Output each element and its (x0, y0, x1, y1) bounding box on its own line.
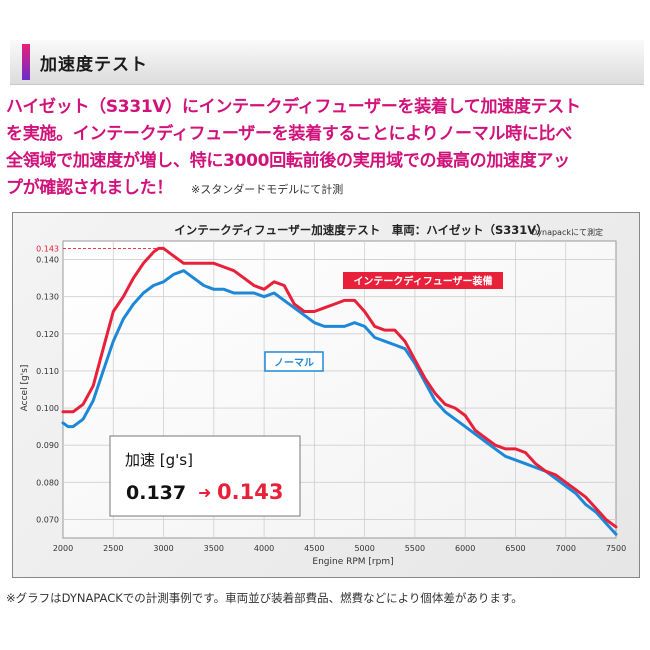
section-title: 加速度テスト (40, 55, 148, 75)
x-axis-label: Engine RPM [rpm] (312, 557, 393, 567)
lead-line: ハイゼット（S331V）にインテークディフューザーを装着して加速度テスト (6, 97, 581, 117)
lead-line-text: プが確認されました！ (6, 178, 173, 198)
x-tick-label: 5500 (405, 544, 425, 553)
series-label-normal: ノーマル (264, 351, 324, 372)
x-tick-label: 5000 (354, 544, 374, 553)
series-label-normal-text: ノーマル (274, 358, 314, 369)
x-tick-label: 2000 (53, 544, 73, 553)
x-tick-label: 4000 (254, 544, 274, 553)
chart-subtitle: Dynapackにて測定 (531, 227, 603, 237)
x-tick-label: 7000 (556, 544, 576, 553)
y-tick-label: 0.070 (36, 515, 59, 524)
y-tick-label: 0.140 (36, 256, 59, 265)
x-tick-label: 3500 (204, 544, 224, 553)
header-accent-bar (22, 44, 30, 80)
footer-note: ※グラフはDYNAPACKでの計測事例です。車両並び装着部費品、燃費などにより個… (6, 591, 523, 605)
x-tick-label: 6500 (505, 544, 525, 553)
series-label-diffuser-text: インテークディフューザー装備 (353, 275, 492, 288)
x-tick-label: 6000 (455, 544, 475, 553)
accel-chart: インテークディフューザー加速度テスト 車両：ハイゼット（S331V） Dynap… (20, 223, 626, 567)
section-header: 加速度テスト (10, 40, 644, 85)
y-tick-label: 0.130 (36, 293, 59, 302)
y-tick-label: 0.080 (36, 478, 59, 487)
lead-line: プが確認されました！ ※スタンダードモデルにて計測 (6, 175, 646, 203)
lead-line: を実施。インテークディフューザーを装着することによりノーマル時に比べ (6, 124, 572, 144)
lead-note: ※スタンダードモデルにて計測 (191, 183, 344, 196)
accel-summary-box: 加速 [g's] 0.137 ➜ 0.143 (109, 435, 301, 517)
lead-text: ハイゼット（S331V）にインテークディフューザーを装着して加速度テスト を実施… (6, 94, 646, 203)
summary-after: 0.143 (217, 480, 283, 504)
y-tick-label: 0.100 (36, 404, 59, 413)
series-label-diffuser: インテークディフューザー装備 (343, 272, 503, 289)
summary-title: 加速 [g's] (125, 451, 193, 469)
series-line-normal (61, 269, 618, 536)
x-tick-label: 7500 (606, 544, 626, 553)
y-axis-label: Accel [g's] (20, 365, 30, 412)
x-tick-label: 4500 (304, 544, 324, 553)
summary-before: 0.137 (126, 482, 186, 504)
series-line-diffuser (61, 246, 618, 529)
chart-title: インテークディフューザー加速度テスト 車両：ハイゼット（S331V） (174, 223, 547, 237)
arrow-right-icon: ➜ (198, 483, 211, 502)
y-tick-label: 0.120 (36, 330, 59, 339)
chart-panel: インテークディフューザー加速度テスト 車両：ハイゼット（S331V） Dynap… (12, 212, 640, 578)
y-tick-label: 0.090 (36, 441, 59, 450)
x-tick-label: 2500 (103, 544, 123, 553)
y-tick-label: 0.110 (36, 367, 59, 376)
peak-tick-label: 0.143 (36, 244, 59, 253)
lead-line: 全領域で加速度が増し、特に3000回転前後の実用域での最高の加速度アッ (6, 151, 570, 171)
x-tick-label: 3000 (153, 544, 173, 553)
